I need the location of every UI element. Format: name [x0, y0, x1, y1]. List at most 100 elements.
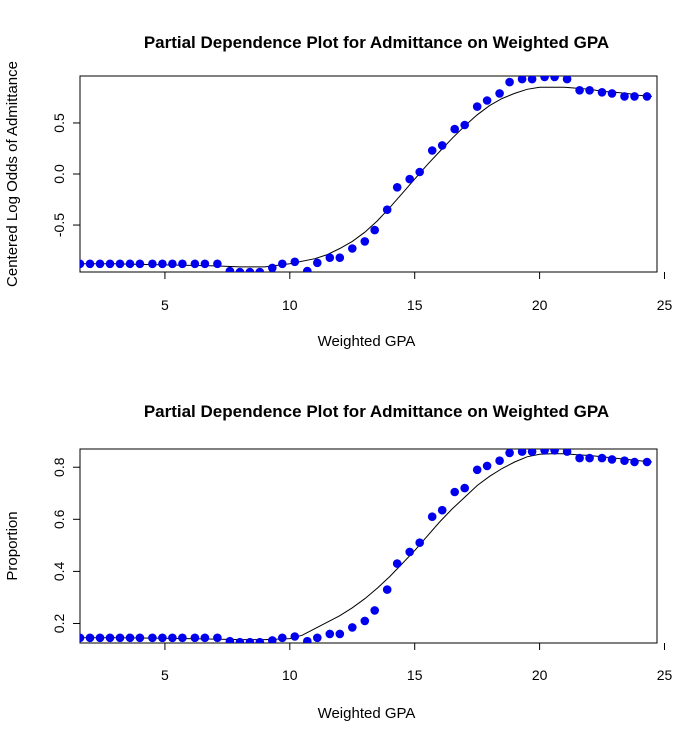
panel-1-data-point — [178, 259, 187, 269]
panel-1-y-tick-label: 0.0 — [51, 164, 67, 184]
panel-2-data-point — [427, 512, 437, 521]
panel-2-data-point — [620, 456, 629, 466]
panel-1-x-tick-label: 10 — [282, 297, 298, 313]
panel-1-data-point — [125, 259, 135, 269]
panel-2-data-point — [630, 457, 639, 467]
panel-2-data-point — [190, 633, 200, 643]
panel-2-data-point — [168, 633, 177, 643]
panel-2-data-point — [313, 633, 322, 643]
panel-2-data-point — [225, 636, 235, 643]
panel-1-data-point — [505, 77, 514, 87]
panel-1-data-point — [472, 102, 482, 111]
panel-1-data-point — [562, 76, 572, 84]
panel-2-x-tick-label: 5 — [161, 667, 169, 683]
panel-2-data-point — [303, 636, 312, 643]
panel-2-x-tick-label: 15 — [407, 667, 423, 683]
panel-1-data-point — [575, 86, 584, 95]
panel-1-data-point — [392, 183, 402, 192]
panel-1-data-point — [495, 89, 504, 98]
panel-2-data-point — [505, 449, 514, 458]
panel-2-data-point — [135, 633, 145, 643]
panel-2-y-tick-label: 0.8 — [51, 457, 67, 477]
panel-1-data-point — [405, 174, 415, 184]
panel-2-smooth-curve — [80, 453, 653, 641]
panel-1-data-point — [290, 257, 300, 267]
panel-1-data-point — [268, 263, 277, 272]
panel-2-data-point — [348, 623, 357, 632]
panel-2-x-tick-label: 20 — [532, 667, 548, 683]
panel-2-x-tick-label: 10 — [282, 667, 298, 683]
panel-2-data-point — [325, 629, 335, 639]
panel-2-data-point — [200, 633, 210, 643]
panel-2-data-point — [562, 449, 572, 456]
panel-2-data-point — [290, 632, 300, 641]
panel-1-data-point — [427, 146, 437, 155]
panel-1-data-point — [348, 244, 357, 253]
panel-1-y-axis-label: Centered Log Odds of Admittance — [4, 61, 21, 287]
panel-1-data-point — [105, 259, 115, 269]
panel-2-data-point — [642, 457, 652, 467]
panel-2-data-point — [178, 633, 187, 643]
panel-2-data-point — [437, 505, 447, 515]
panel-1-data-point — [303, 266, 312, 272]
panel-1-data-point — [135, 259, 145, 269]
panel-2-data-point — [235, 637, 245, 643]
panel-1-data-point — [225, 266, 235, 272]
panel-1-data-point — [95, 259, 105, 269]
panel-1-data-point — [585, 86, 594, 95]
panel-2-data-point — [85, 633, 95, 643]
panel-2-data-point — [550, 449, 559, 455]
panel-1-data-point — [527, 76, 537, 84]
panel-2-data-point — [158, 633, 167, 643]
panel-2-data-point — [245, 637, 255, 643]
panel-2-data-point — [585, 453, 594, 463]
panel-1-data-point — [415, 167, 425, 177]
panel-2-data-point — [460, 483, 470, 493]
panel-1-data-point — [325, 253, 335, 262]
panel-2-data-point — [125, 633, 135, 643]
panel-1-data-point — [235, 267, 245, 272]
panel-1-data-point — [85, 259, 95, 269]
panel-1-data-point — [255, 267, 265, 272]
panel-2-data-point — [148, 633, 157, 643]
panel-1-data-point — [335, 253, 345, 262]
panel-2-data-point — [415, 538, 425, 547]
panel-2-data-point — [268, 636, 277, 643]
panel-2-data-point — [80, 633, 85, 643]
panel-1-y-tick-label: -0.5 — [51, 213, 67, 237]
panel-1-data-point — [148, 259, 157, 269]
panel-2-data-point — [392, 559, 402, 568]
panel-1-data-point — [437, 141, 447, 150]
panel-1-data-point — [245, 267, 255, 272]
panel-2-x-tick-label: 25 — [657, 667, 673, 683]
panel-2-data-point — [495, 456, 504, 466]
panel-2-plot-frame — [79, 448, 658, 644]
panel-2-data-point — [95, 633, 105, 643]
panel-1-data-point — [607, 89, 617, 98]
panel-2-data-point — [482, 461, 492, 471]
panel-1-data-point — [642, 92, 652, 101]
panel-2-data-point — [527, 449, 537, 456]
panel-1-data-point — [313, 258, 322, 268]
panel-1-chart-title: Partial Dependence Plot for Admittance o… — [144, 33, 609, 52]
panel-2-chart-title: Partial Dependence Plot for Admittance o… — [144, 402, 609, 421]
panel-1-data-point — [213, 259, 222, 269]
panel-1-x-tick-label: 5 — [161, 297, 169, 313]
panel-1-data-point — [158, 259, 167, 269]
panel-2-data-point — [597, 453, 607, 463]
panel-2-data-point — [255, 637, 265, 643]
panel-2-data-point — [575, 453, 584, 463]
panel-2-data-point — [115, 633, 125, 643]
panel-1-x-tick-label: 15 — [407, 297, 423, 313]
panel-1-data-point — [370, 225, 380, 235]
panel-1-data-point — [168, 259, 177, 269]
panel-1-x-axis-label: Weighted GPA — [318, 333, 416, 350]
panel-2-data-point — [360, 616, 370, 626]
panel-2-data-point — [405, 547, 415, 557]
panel-2-data-point — [607, 455, 617, 464]
panel-1-data-point — [360, 237, 370, 246]
panel-2-y-axis-label: Proportion — [4, 511, 21, 580]
panel-1-x-tick-label: 20 — [532, 297, 548, 313]
panel-2-data-point — [335, 629, 345, 639]
